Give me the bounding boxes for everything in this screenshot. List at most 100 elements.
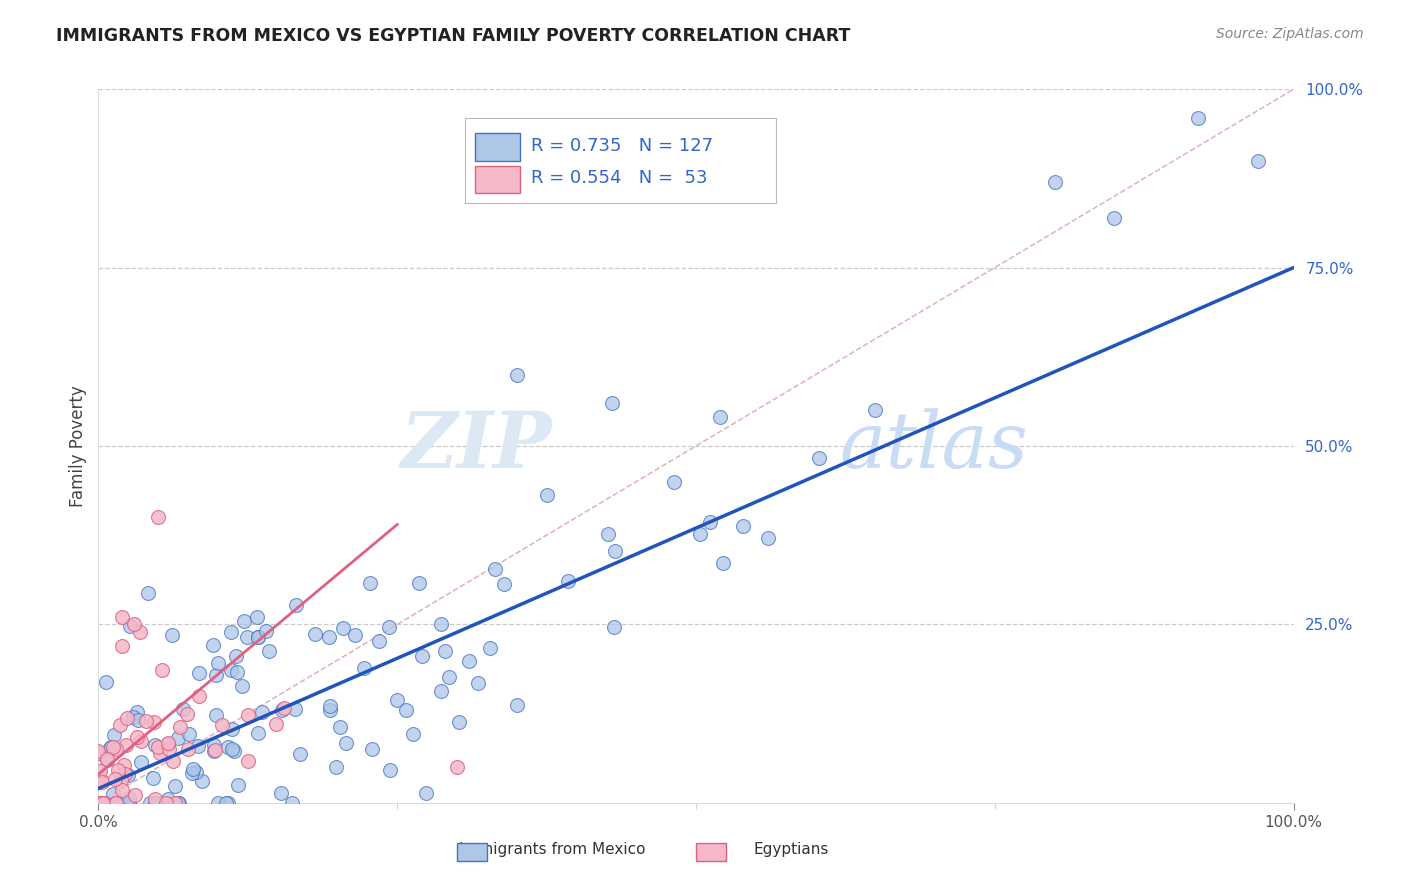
- Point: [118, 791, 141, 805]
- Point: [108, 796, 131, 810]
- Point: [446, 760, 468, 774]
- Point: [408, 576, 430, 591]
- Point: [221, 742, 243, 756]
- Point: [167, 796, 190, 810]
- Point: [484, 562, 506, 576]
- Point: [207, 656, 229, 670]
- Text: atlas: atlas: [839, 408, 1028, 484]
- FancyBboxPatch shape: [475, 134, 520, 161]
- Point: [318, 630, 340, 644]
- Point: [190, 773, 212, 788]
- Point: [149, 746, 172, 760]
- Point: [142, 771, 165, 785]
- Point: [385, 692, 408, 706]
- Point: [378, 764, 401, 778]
- Point: [756, 532, 779, 546]
- Point: [89, 796, 111, 810]
- Point: [205, 668, 228, 682]
- FancyBboxPatch shape: [465, 118, 776, 203]
- Point: [87, 796, 110, 810]
- Point: [711, 556, 734, 570]
- Point: [91, 796, 114, 810]
- Point: [699, 515, 721, 529]
- Point: [217, 739, 239, 754]
- Point: [271, 703, 294, 717]
- Point: [160, 627, 183, 641]
- Point: [96, 753, 118, 767]
- Point: [202, 738, 225, 752]
- Point: [156, 792, 179, 806]
- Text: Egyptians: Egyptians: [754, 842, 830, 856]
- Point: [808, 451, 831, 466]
- Point: [238, 707, 260, 722]
- Point: [280, 796, 302, 810]
- FancyBboxPatch shape: [475, 166, 520, 193]
- Point: [202, 744, 225, 758]
- Point: [187, 739, 209, 753]
- Point: [246, 631, 269, 645]
- Point: [367, 634, 389, 648]
- Point: [127, 706, 149, 720]
- Point: [101, 739, 124, 754]
- Point: [121, 710, 143, 724]
- Point: [236, 755, 259, 769]
- Point: [1043, 175, 1066, 189]
- Point: [319, 698, 342, 713]
- Point: [603, 620, 626, 634]
- Point: [202, 638, 225, 652]
- Point: [284, 599, 307, 613]
- Point: [90, 773, 112, 788]
- Point: [142, 714, 165, 729]
- Point: [115, 710, 138, 724]
- Point: [335, 736, 357, 750]
- Point: [94, 674, 117, 689]
- Point: [118, 796, 141, 810]
- Point: [129, 755, 152, 769]
- Point: [100, 740, 122, 755]
- Point: [232, 615, 254, 629]
- Point: [221, 722, 243, 736]
- Point: [204, 708, 226, 723]
- Point: [415, 786, 437, 800]
- Point: [250, 706, 273, 720]
- Point: [207, 796, 229, 810]
- Point: [148, 510, 170, 524]
- Point: [108, 718, 131, 732]
- Point: [478, 641, 501, 656]
- Point: [733, 519, 755, 533]
- Point: [107, 763, 129, 777]
- Point: [430, 617, 453, 632]
- Point: [156, 736, 179, 750]
- Point: [506, 698, 529, 712]
- Y-axis label: Family Poverty: Family Poverty: [69, 385, 87, 507]
- FancyBboxPatch shape: [457, 844, 486, 862]
- Point: [318, 703, 340, 717]
- Point: [254, 624, 277, 638]
- Point: [111, 639, 134, 653]
- Point: [226, 778, 249, 792]
- Text: Source: ZipAtlas.com: Source: ZipAtlas.com: [1216, 27, 1364, 41]
- Point: [204, 743, 226, 757]
- Point: [176, 742, 198, 756]
- Point: [187, 689, 209, 703]
- Point: [187, 665, 209, 680]
- Point: [325, 760, 347, 774]
- Point: [219, 625, 242, 640]
- Point: [536, 488, 558, 502]
- Point: [246, 725, 269, 739]
- Point: [183, 762, 205, 776]
- Point: [157, 738, 180, 752]
- Point: [602, 396, 624, 410]
- Point: [353, 661, 375, 675]
- Point: [605, 544, 627, 558]
- Point: [865, 403, 887, 417]
- Point: [1247, 153, 1270, 168]
- Point: [91, 796, 114, 810]
- Point: [136, 586, 159, 600]
- Point: [172, 702, 194, 716]
- Point: [124, 617, 146, 632]
- Point: [288, 747, 311, 762]
- Point: [211, 718, 233, 732]
- Point: [115, 739, 138, 753]
- Point: [266, 717, 288, 731]
